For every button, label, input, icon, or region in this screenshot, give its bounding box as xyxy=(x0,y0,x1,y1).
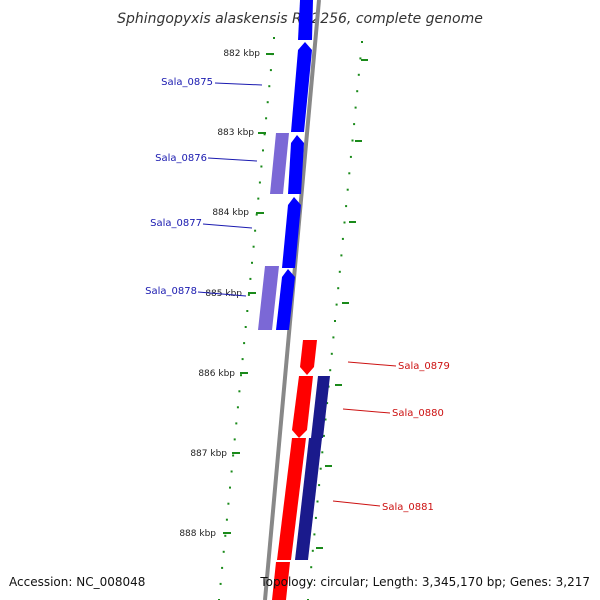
tick-dot xyxy=(262,149,264,152)
tick-dot xyxy=(359,57,362,60)
tick-dot xyxy=(244,326,247,328)
tick-dot xyxy=(233,438,236,441)
tick-dot xyxy=(246,310,249,312)
tick-dot xyxy=(241,358,244,361)
tick-dot xyxy=(316,500,319,503)
tick-dot xyxy=(341,237,344,240)
forward-gene-arrow-sala-0875[interactable] xyxy=(291,42,312,132)
tick-dot xyxy=(310,566,313,569)
tick-dot xyxy=(314,516,317,519)
gene-feature-outer[interactable] xyxy=(295,438,322,560)
tick-dot xyxy=(247,293,250,296)
gene-label-sala-0879[interactable]: Sala_0879 xyxy=(398,361,450,372)
tick-dot xyxy=(268,85,271,88)
gene-feature-outer[interactable] xyxy=(270,133,289,194)
forward-gene-arrow-sala-0877[interactable] xyxy=(282,197,301,268)
tick-label: 882 kbp xyxy=(223,49,260,59)
tick-dot xyxy=(332,336,335,339)
forward-gene-arrow-sala-0876[interactable] xyxy=(288,135,304,194)
tick-dot xyxy=(351,139,354,142)
gene-label-sala-0881[interactable]: Sala_0881 xyxy=(382,502,434,513)
gene-label-sala-0880[interactable]: Sala_0880 xyxy=(392,408,444,419)
tick-dot xyxy=(357,73,360,76)
reverse-gene-arrow[interactable] xyxy=(272,562,290,600)
tick-dot xyxy=(229,486,231,489)
tick-label: 883 kbp xyxy=(217,128,254,138)
gene-labels: Sala_0875 Sala_0876 Sala_0877 Sala_0878 … xyxy=(145,77,450,513)
tick-dot xyxy=(258,181,261,184)
forward-gene-arrow-sala-0878[interactable] xyxy=(276,269,295,330)
tick-label: 888 kbp xyxy=(179,529,216,539)
gene-label-sala-0878[interactable]: Sala_0878 xyxy=(145,286,197,297)
tick-dot xyxy=(308,582,311,585)
tick-dot xyxy=(236,406,239,409)
tick-dot xyxy=(349,155,352,158)
tick-dot xyxy=(354,106,357,109)
tick-label: 886 kbp xyxy=(198,369,235,379)
tick-dot xyxy=(343,221,346,224)
tick-dot xyxy=(257,197,260,200)
tick-dot xyxy=(321,451,324,454)
gene-label-sala-0875[interactable]: Sala_0875 xyxy=(161,77,213,88)
tick-dot xyxy=(330,352,333,355)
tick-dot xyxy=(240,374,242,377)
tick-dot xyxy=(361,41,363,43)
tick-dot xyxy=(251,261,253,264)
tick-dot xyxy=(269,69,272,72)
tick-dot xyxy=(235,422,238,425)
tick-dot xyxy=(311,549,314,552)
tick-dot xyxy=(346,188,349,191)
tick-dot xyxy=(227,502,230,505)
tick-dot xyxy=(326,402,329,405)
tick-dot xyxy=(260,165,263,168)
accession-text: Accession: NC_008048 xyxy=(9,575,146,589)
tick-dot xyxy=(263,133,266,136)
tick-dot xyxy=(238,390,241,393)
tick-dot xyxy=(329,369,332,372)
gene-feature-outer[interactable] xyxy=(258,266,279,330)
tick-dot xyxy=(348,172,351,175)
tick-dot-track xyxy=(218,37,363,600)
tick-dot xyxy=(219,582,222,585)
tick-dot xyxy=(324,418,327,421)
tick-dot xyxy=(334,320,336,322)
tick-dot xyxy=(273,37,275,39)
tick-dot xyxy=(338,270,341,273)
reverse-gene-arrow-sala-0879[interactable] xyxy=(300,340,317,375)
tick-dot xyxy=(249,277,252,280)
tick-dot xyxy=(337,287,340,290)
tick-label: 884 kbp xyxy=(212,208,249,218)
tick-dot xyxy=(225,518,228,521)
tick-dot xyxy=(243,342,246,345)
tick-dot xyxy=(345,205,348,208)
tick-dot xyxy=(319,467,322,470)
tick-dot xyxy=(252,245,255,248)
tick-dot xyxy=(254,229,257,232)
tick-dot xyxy=(230,470,233,473)
tick-dot xyxy=(340,254,343,257)
tick-dot xyxy=(224,534,227,537)
tick-dot xyxy=(265,117,268,120)
gene-label-sala-0877[interactable]: Sala_0877 xyxy=(150,218,202,229)
tick-dot xyxy=(313,533,316,536)
tick-dot xyxy=(335,303,338,306)
gene-label-sala-0876[interactable]: Sala_0876 xyxy=(155,153,207,164)
gene-feature-outer[interactable] xyxy=(311,376,330,438)
tick-dot xyxy=(353,123,356,126)
tick-dot xyxy=(255,213,258,216)
topology-text: Topology: circular; Length: 3,345,170 bp… xyxy=(260,575,590,589)
tick-dot xyxy=(356,90,359,93)
reverse-gene-arrow-sala-0881[interactable] xyxy=(277,438,306,560)
tick-dot xyxy=(266,101,269,104)
forward-gene-arrow[interactable] xyxy=(298,0,313,40)
tick-dot xyxy=(232,454,235,457)
tick-dot xyxy=(322,434,325,437)
tick-dot xyxy=(222,550,225,553)
reverse-gene-arrow-sala-0880[interactable] xyxy=(292,376,313,438)
tick-dot xyxy=(221,566,224,569)
tick-label: 887 kbp xyxy=(190,449,227,459)
tick-dot xyxy=(318,484,321,487)
